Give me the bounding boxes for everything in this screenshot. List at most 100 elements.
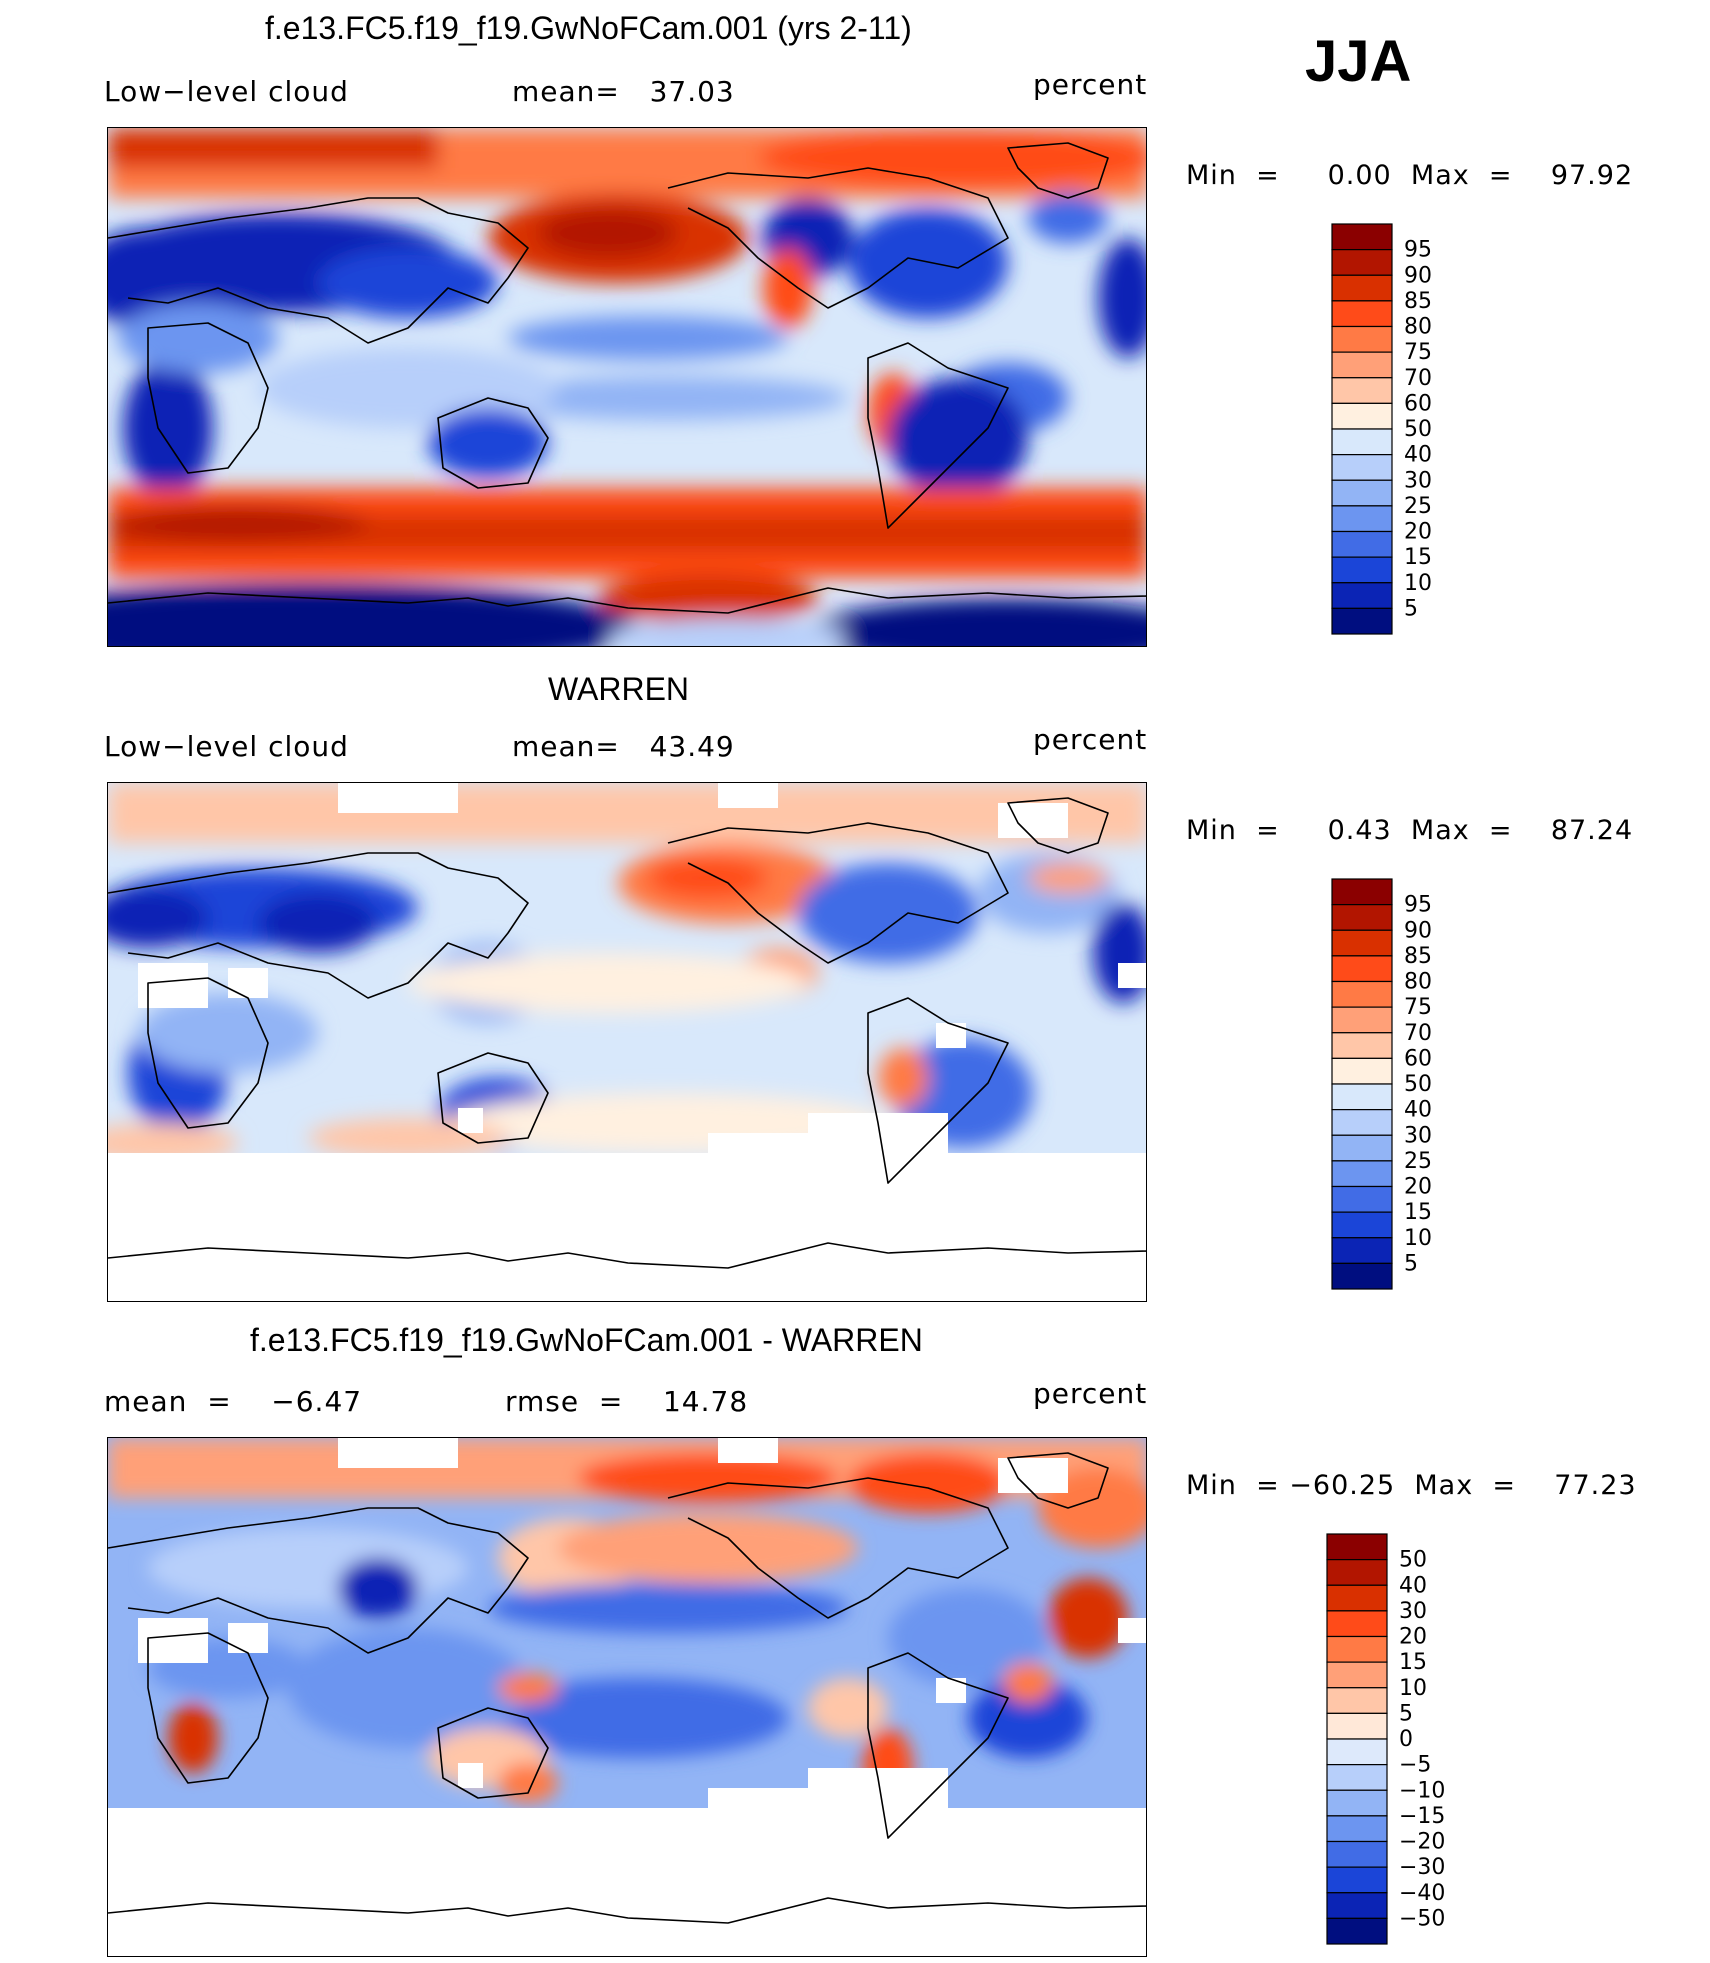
panel2-colorbar-swatch xyxy=(1331,929,1393,957)
panel1-colorbar-label: 10 xyxy=(1404,571,1432,596)
season-label: JJA xyxy=(1305,29,1412,94)
panel3-colorbar-swatch xyxy=(1326,1917,1388,1945)
panel3-colorbar-label: 50 xyxy=(1399,1548,1427,1573)
panel2-colorbar-label: 75 xyxy=(1404,995,1432,1020)
panel1-colorbar-swatch xyxy=(1331,402,1393,430)
panel1-colorbar-swatch xyxy=(1331,325,1393,353)
panel1-mean-label: mean= 37.03 xyxy=(512,75,735,108)
panel3-units-label: percent xyxy=(1033,1377,1148,1410)
panel2-colorbar-swatch xyxy=(1331,1006,1393,1034)
panel2-left-label: Low−level cloud xyxy=(104,730,349,763)
panel3-colorbar-label: 0 xyxy=(1399,1727,1413,1752)
panel2-colorbar-label: 10 xyxy=(1404,1226,1432,1251)
panel1-minmax: Min = 0.00 Max = 97.92 xyxy=(1186,160,1634,191)
panel2-colorbar-swatch xyxy=(1331,1134,1393,1162)
panel3-map xyxy=(107,1437,1147,1957)
panel1-colorbar-swatch xyxy=(1331,428,1393,456)
panel1-colorbar-swatch xyxy=(1331,479,1393,507)
panel1-colorbar: 95 90 85 80 75 70 60 50 40 30 25 20 15 10 5 xyxy=(1330,223,1490,644)
panel3-colorbar-label: 15 xyxy=(1399,1650,1427,1675)
panel1-units-label: percent xyxy=(1033,68,1148,101)
panel3-colorbar-swatch xyxy=(1326,1789,1388,1817)
panel2-colorbar-label: 90 xyxy=(1404,918,1432,943)
panel3-colorbar-swatch xyxy=(1326,1635,1388,1663)
panel3-mean-label: mean = −6.47 xyxy=(104,1385,363,1418)
panel2-colorbar-swatch xyxy=(1331,1237,1393,1264)
panel3-colorbar-label: 10 xyxy=(1399,1676,1427,1701)
panel3-colorbar-swatch xyxy=(1326,1584,1388,1612)
panel2-colorbar-label: 20 xyxy=(1404,1175,1432,1200)
panel2-colorbar-swatch xyxy=(1331,980,1393,1008)
panel3-colorbar-swatch xyxy=(1326,1738,1388,1766)
panel3-colorbar-swatch xyxy=(1326,1712,1388,1740)
panel3-colorbar-swatch xyxy=(1326,1559,1388,1586)
panel2-minmax: Min = 0.43 Max = 87.24 xyxy=(1186,815,1634,846)
panel1-colorbar-swatch xyxy=(1331,223,1393,251)
panel2-colorbar-label: 95 xyxy=(1404,893,1432,918)
panel2-colorbar-swatch xyxy=(1331,1160,1393,1188)
panel3-colorbar-label: 30 xyxy=(1399,1599,1427,1624)
panel1-colorbar-label: 90 xyxy=(1404,263,1432,288)
panel1-colorbar-label: 80 xyxy=(1404,315,1432,340)
panel3-colorbar-swatch xyxy=(1326,1892,1388,1919)
panel3-rmse-label: rmse = 14.78 xyxy=(505,1385,749,1418)
panel3-colorbar-label: −10 xyxy=(1399,1778,1445,1803)
panel2-map xyxy=(107,782,1147,1302)
panel1-colorbar-label: 30 xyxy=(1404,468,1432,493)
panel3-colorbar-swatch xyxy=(1326,1840,1388,1868)
panel1-colorbar-swatch xyxy=(1331,300,1393,328)
panel2-colorbar: 95 90 85 80 75 70 60 50 40 30 25 20 15 10 5 xyxy=(1330,878,1490,1299)
panel1-colorbar-label: 15 xyxy=(1404,545,1432,570)
panel1-colorbar-swatch xyxy=(1331,454,1393,481)
panel1-colorbar-swatch xyxy=(1331,530,1393,558)
panel1-colorbar-swatch xyxy=(1331,274,1393,302)
panel3-colorbar-swatch xyxy=(1326,1610,1388,1638)
panel2-colorbar-label: 5 xyxy=(1404,1251,1418,1276)
panel3-colorbar-swatch xyxy=(1326,1533,1388,1561)
panel3-colorbar: 50 40 30 20 15 10 5 0 −5 −10 −15 −20 −30 −40 −50 xyxy=(1325,1533,1495,1954)
panel2-colorbar-label: 30 xyxy=(1404,1123,1432,1148)
panel1-colorbar-swatch xyxy=(1331,249,1393,276)
panel2-colorbar-swatch xyxy=(1331,878,1393,906)
panel2-colorbar-label: 25 xyxy=(1404,1149,1432,1174)
panel2-colorbar-swatch xyxy=(1331,904,1393,931)
panel2-colorbar-label: 40 xyxy=(1404,1098,1432,1123)
panel3-minmax: Min = −60.25 Max = 77.23 xyxy=(1186,1470,1637,1501)
panel3-colorbar-label: 40 xyxy=(1399,1573,1427,1598)
panel1-map xyxy=(107,127,1147,647)
panel3-colorbar-label: −20 xyxy=(1399,1830,1445,1855)
panel3-colorbar-label: −40 xyxy=(1399,1881,1445,1906)
panel1-colorbar-swatch xyxy=(1331,582,1393,609)
panel1-colorbar-swatch xyxy=(1331,377,1393,404)
panel1-colorbar-label: 50 xyxy=(1404,417,1432,442)
panel3-colorbar-swatch xyxy=(1326,1661,1388,1689)
panel2-colorbar-swatch xyxy=(1331,1211,1393,1239)
panel1-colorbar-label: 25 xyxy=(1404,494,1432,519)
panel2-colorbar-label: 80 xyxy=(1404,970,1432,995)
panel3-colorbar-label: −5 xyxy=(1399,1753,1431,1778)
panel1-colorbar-label: 5 xyxy=(1404,596,1418,621)
panel1-colorbar-label: 60 xyxy=(1404,391,1432,416)
panel3-colorbar-label: −50 xyxy=(1399,1906,1445,1931)
panel2-colorbar-label: 85 xyxy=(1404,944,1432,969)
panel3-colorbar-label: 20 xyxy=(1399,1625,1427,1650)
panel1-colorbar-swatch xyxy=(1331,505,1393,533)
panel2-colorbar-label: 50 xyxy=(1404,1072,1432,1097)
panel3-colorbar-label: −30 xyxy=(1399,1855,1445,1880)
panel1-colorbar-swatch xyxy=(1331,556,1393,584)
panel3-colorbar-swatch xyxy=(1326,1764,1388,1791)
panel2-colorbar-swatch xyxy=(1331,1032,1393,1059)
panel1-colorbar-swatch xyxy=(1331,351,1393,379)
panel2-colorbar-swatch xyxy=(1331,1109,1393,1136)
panel3-colorbar-swatch xyxy=(1326,1815,1388,1843)
panel1-title: f.e13.FC5.f19_f19.GwNoFCam.001 (yrs 2-11… xyxy=(265,10,912,46)
panel3-colorbar-label: 5 xyxy=(1399,1701,1413,1726)
panel2-colorbar-label: 70 xyxy=(1404,1021,1432,1046)
panel2-units-label: percent xyxy=(1033,723,1148,756)
panel2-colorbar-label: 15 xyxy=(1404,1200,1432,1225)
panel1-colorbar-label: 70 xyxy=(1404,366,1432,391)
panel2-colorbar-swatch xyxy=(1331,1057,1393,1085)
panel3-colorbar-label: −15 xyxy=(1399,1804,1445,1829)
panel2-colorbar-swatch xyxy=(1331,1262,1393,1290)
panel1-colorbar-label: 40 xyxy=(1404,443,1432,468)
